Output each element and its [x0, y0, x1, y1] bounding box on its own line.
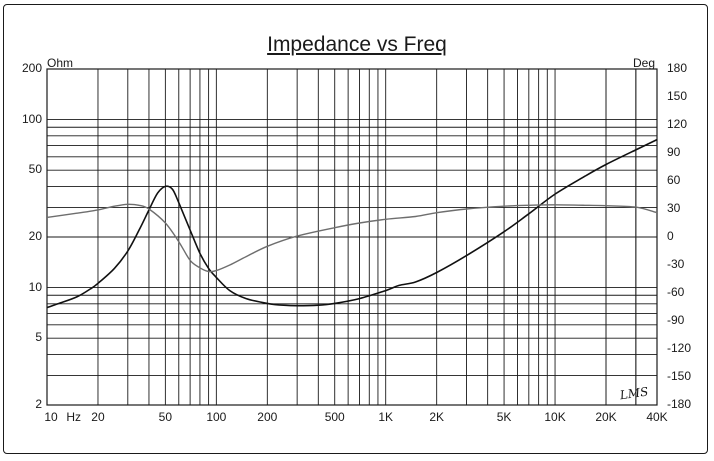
plot-border: [46, 68, 658, 406]
y-right-tick-label: -30: [667, 257, 685, 271]
y-right-tick-label: -60: [667, 285, 685, 299]
chart-frame: [3, 4, 708, 454]
x-tick-label: 5K: [496, 410, 512, 424]
x-tick-label: 10K: [544, 410, 566, 424]
x-tick-label: 50: [158, 410, 173, 424]
x-tick-label: 1K: [378, 410, 394, 424]
y-left-tick-label: 50: [28, 162, 42, 177]
y-right-unit: Deg: [632, 56, 655, 70]
impedance-curve: [46, 138, 658, 309]
x-tick-label: 2K: [429, 410, 445, 424]
y-left-tick-label: 5: [35, 330, 42, 345]
y-left-tick-label: 100: [21, 111, 42, 126]
x-tick-label: 20: [91, 410, 105, 424]
y-right-tick-label: -120: [667, 341, 692, 355]
y-right-tick-label: 150: [667, 89, 688, 103]
y-right-tick-label: -90: [667, 313, 685, 327]
phase-curve: [46, 203, 658, 273]
x-tick-label: 40K: [646, 410, 668, 424]
y-right-tick-label: 180: [667, 61, 688, 75]
y-left-tick-label: 2: [35, 397, 42, 411]
y-right-tick-label: -180: [667, 397, 692, 411]
watermark-logo: LMS: [618, 385, 649, 403]
x-tick-label: 10: [44, 410, 58, 424]
y-left-tick-label: 20: [28, 229, 42, 243]
x-tick-label: 500: [324, 410, 345, 424]
y-left-tick-label: 200: [21, 61, 42, 75]
x-tick-label: Hz: [66, 410, 82, 424]
y-right-tick-label: 0: [667, 229, 674, 243]
x-tick-label: 20K: [595, 410, 617, 424]
chart-title: Impedance vs Freq: [267, 33, 447, 56]
y-left-unit: Ohm: [47, 56, 74, 70]
x-tick-label: 100: [206, 410, 227, 424]
y-left-tick-label: 10: [28, 279, 42, 294]
y-right-tick-label: 120: [667, 117, 688, 131]
y-right-tick-label: 90: [667, 145, 681, 159]
y-right-tick-label: 60: [667, 173, 681, 187]
y-right-tick-label: -150: [667, 369, 692, 383]
y-right-tick-label: 30: [667, 201, 681, 215]
x-tick-label: 200: [257, 410, 278, 424]
